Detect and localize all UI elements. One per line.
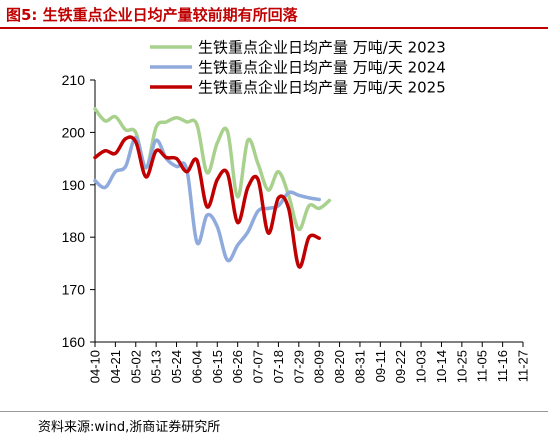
x-tick-label: 09-11 [373,350,388,382]
legend-item-2024: 生铁重点企业日均产量 万吨/天 2024 [150,59,446,77]
source-note: 资料来源:wind,浙商证券研究所 [38,420,221,435]
legend-label: 生铁重点企业日均产量 万吨/天 2023 [198,39,446,57]
title-divider [0,27,548,29]
x-tick-label: 10-25 [454,350,469,383]
y-tick-label: 160 [62,334,86,350]
y-tick-label: 180 [62,229,86,245]
y-tick-label: 210 [62,72,86,88]
x-tick-label: 05-24 [169,350,184,383]
chart-axes: 160 170 180 190 200 210 04-10 04-21 05-02 05-13 05… [62,72,531,383]
x-tick-label: 07-18 [271,350,286,383]
y-tick-label: 200 [62,124,86,140]
x-tick-label: 10-03 [414,350,429,383]
x-tick-label: 07-07 [251,350,266,383]
x-tick-label: 08-20 [332,350,347,383]
series-line-2023 [93,107,332,232]
chart-series-lines [93,107,332,269]
x-tick-label: 08-09 [312,350,327,383]
figure-title: 图5: 生铁重点企业日均产量较前期有所回落 [6,6,298,24]
x-tick-label: 07-29 [291,350,306,383]
y-tick-label: 190 [62,177,86,193]
x-tick-label: 09-22 [393,350,408,383]
x-tick-label: 11-16 [495,350,510,382]
series-line-2025 [93,135,321,269]
x-tick-label: 08-31 [352,350,367,383]
x-tick-label: 04-10 [88,350,103,383]
x-tick-label: 05-02 [128,350,143,383]
legend-item-2023: 生铁重点企业日均产量 万吨/天 2023 [150,39,446,57]
x-tick-label: 11-27 [516,350,531,382]
x-tick-label: 05-13 [149,350,164,383]
legend-label: 生铁重点企业日均产量 万吨/天 2025 [198,79,446,97]
x-tick-label: 06-26 [230,350,245,383]
x-tick-label: 06-15 [210,350,225,383]
x-tick-label: 04-21 [108,350,123,383]
x-tick-label: 11-05 [475,350,490,382]
legend-item-2025: 生铁重点企业日均产量 万吨/天 2025 [150,79,446,97]
y-tick-label: 170 [62,282,86,298]
x-tick-label: 06-04 [189,350,204,383]
chart-legend: 生铁重点企业日均产量 万吨/天 2023 生铁重点企业日均产量 万吨/天 2024… [150,39,446,97]
series-line-2024 [93,135,321,263]
source-divider [0,411,548,412]
x-tick-label: 10-14 [434,350,449,383]
legend-label: 生铁重点企业日均产量 万吨/天 2024 [198,59,446,77]
